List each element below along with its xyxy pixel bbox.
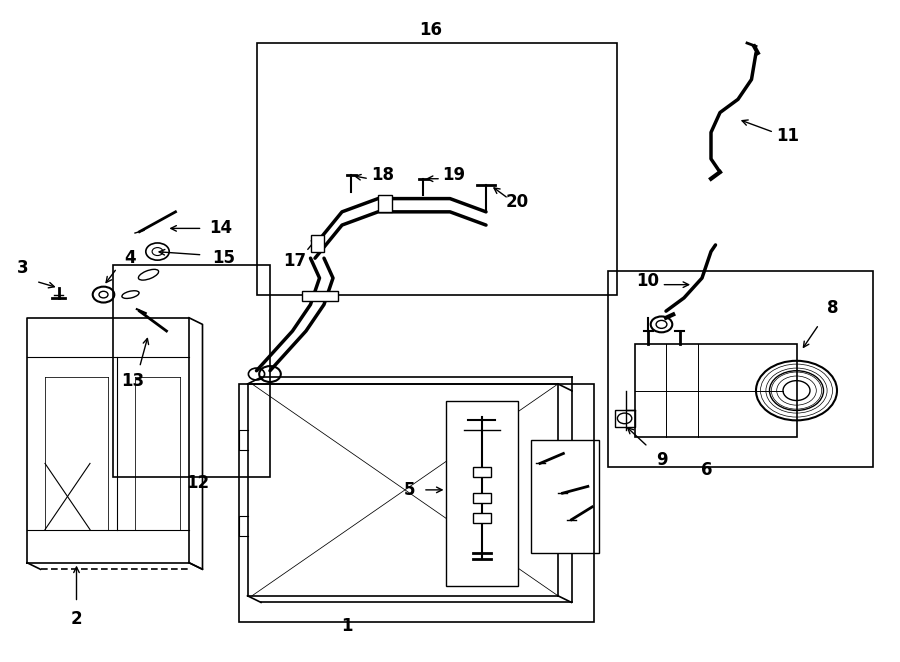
Text: 19: 19 xyxy=(442,166,465,185)
Text: 7: 7 xyxy=(575,481,586,499)
Bar xyxy=(446,401,518,586)
Text: 15: 15 xyxy=(212,249,235,267)
Text: 8: 8 xyxy=(827,299,838,317)
Text: 4: 4 xyxy=(125,249,136,267)
Text: 3: 3 xyxy=(17,259,28,277)
Bar xyxy=(378,195,392,212)
Bar xyxy=(472,467,490,477)
Text: 11: 11 xyxy=(776,126,799,145)
Text: 9: 9 xyxy=(656,451,667,469)
Bar xyxy=(310,235,324,252)
Text: 5: 5 xyxy=(404,481,415,499)
Text: 10: 10 xyxy=(636,272,660,291)
Bar xyxy=(531,440,598,553)
Text: 16: 16 xyxy=(418,21,442,39)
Text: 6: 6 xyxy=(701,461,712,479)
Bar xyxy=(302,291,338,301)
Bar xyxy=(634,344,796,437)
Text: 13: 13 xyxy=(122,371,145,390)
Bar xyxy=(472,513,490,523)
Text: 18: 18 xyxy=(371,166,394,185)
Bar xyxy=(615,410,634,427)
Text: 14: 14 xyxy=(209,219,232,238)
Bar xyxy=(238,384,594,622)
Bar xyxy=(256,43,616,295)
Text: 17: 17 xyxy=(284,252,307,271)
Bar xyxy=(112,265,270,477)
Bar xyxy=(608,271,873,467)
Text: 20: 20 xyxy=(506,193,529,211)
Bar xyxy=(472,493,490,503)
Text: 2: 2 xyxy=(71,610,82,628)
Text: 12: 12 xyxy=(186,474,210,493)
Text: 1: 1 xyxy=(341,616,352,635)
